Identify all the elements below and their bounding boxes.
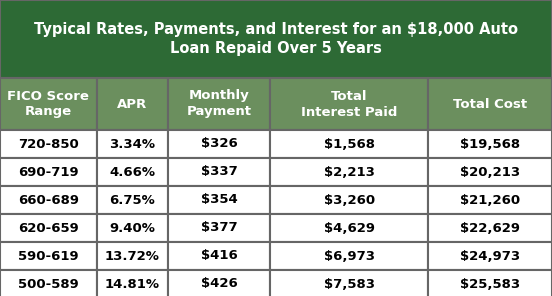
Text: 690-719: 690-719 — [18, 165, 78, 178]
Text: $19,568: $19,568 — [460, 138, 520, 150]
Bar — [0, 158, 97, 186]
Text: $21,260: $21,260 — [460, 194, 520, 207]
Bar — [428, 270, 552, 296]
Bar — [168, 242, 270, 270]
Bar — [168, 78, 270, 130]
Text: 720-850: 720-850 — [18, 138, 79, 150]
Bar — [270, 270, 428, 296]
Text: 500-589: 500-589 — [18, 278, 79, 290]
Text: $326: $326 — [201, 138, 238, 150]
Text: $7,583: $7,583 — [323, 278, 375, 290]
Text: FICO Score
Range: FICO Score Range — [7, 89, 89, 118]
Bar — [97, 214, 168, 242]
Text: $377: $377 — [201, 221, 238, 234]
Text: Total Cost: Total Cost — [453, 97, 527, 110]
Bar — [270, 78, 428, 130]
Text: $3,260: $3,260 — [323, 194, 375, 207]
Text: Typical Rates, Payments, and Interest for an $18,000 Auto
Loan Repaid Over 5 Yea: Typical Rates, Payments, and Interest fo… — [34, 22, 518, 57]
Bar — [168, 214, 270, 242]
Text: $1,568: $1,568 — [323, 138, 375, 150]
Bar — [428, 78, 552, 130]
Text: 620-659: 620-659 — [18, 221, 79, 234]
Text: 13.72%: 13.72% — [105, 250, 160, 263]
Bar — [0, 186, 97, 214]
Bar — [168, 130, 270, 158]
Bar — [428, 186, 552, 214]
Bar — [0, 214, 97, 242]
Text: 4.66%: 4.66% — [109, 165, 156, 178]
Text: $24,973: $24,973 — [460, 250, 520, 263]
Bar — [168, 158, 270, 186]
Text: $354: $354 — [201, 194, 238, 207]
Text: 3.34%: 3.34% — [109, 138, 156, 150]
Bar — [97, 130, 168, 158]
Text: 14.81%: 14.81% — [105, 278, 160, 290]
Text: $6,973: $6,973 — [323, 250, 375, 263]
Bar — [270, 242, 428, 270]
Text: $416: $416 — [201, 250, 238, 263]
Bar — [97, 186, 168, 214]
Bar — [428, 242, 552, 270]
Text: $337: $337 — [201, 165, 238, 178]
Bar — [270, 214, 428, 242]
Text: $2,213: $2,213 — [323, 165, 375, 178]
Text: 6.75%: 6.75% — [110, 194, 155, 207]
Bar — [168, 186, 270, 214]
Bar — [97, 242, 168, 270]
Text: 660-689: 660-689 — [18, 194, 79, 207]
Bar — [0, 242, 97, 270]
Bar — [270, 158, 428, 186]
Bar — [270, 130, 428, 158]
Bar — [97, 158, 168, 186]
Text: Total
Interest Paid: Total Interest Paid — [301, 89, 397, 118]
Bar — [428, 214, 552, 242]
Bar — [428, 130, 552, 158]
Bar — [0, 0, 552, 78]
Text: Monthly
Payment: Monthly Payment — [187, 89, 252, 118]
Text: 590-619: 590-619 — [18, 250, 78, 263]
Bar — [270, 186, 428, 214]
Text: 9.40%: 9.40% — [109, 221, 156, 234]
Text: APR: APR — [118, 97, 147, 110]
Bar — [97, 270, 168, 296]
Bar — [0, 78, 97, 130]
Bar — [168, 270, 270, 296]
Bar — [0, 270, 97, 296]
Bar — [97, 78, 168, 130]
Text: $25,583: $25,583 — [460, 278, 520, 290]
Text: $22,629: $22,629 — [460, 221, 520, 234]
Text: $4,629: $4,629 — [323, 221, 375, 234]
Bar — [0, 130, 97, 158]
Text: $426: $426 — [201, 278, 238, 290]
Bar — [428, 158, 552, 186]
Text: $20,213: $20,213 — [460, 165, 520, 178]
